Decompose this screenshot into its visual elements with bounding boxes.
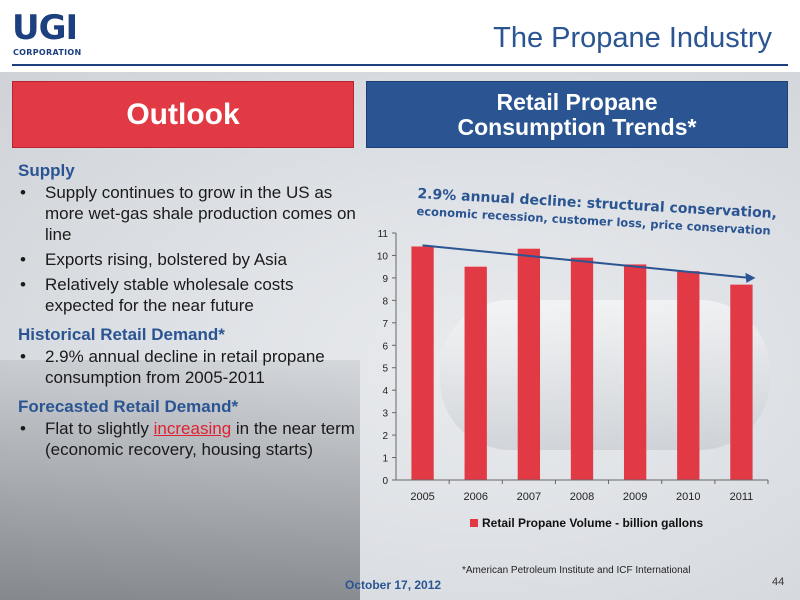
y-tick-label: 9 [382, 274, 388, 285]
y-tick-label: 10 [377, 251, 389, 262]
background-shadow [0, 360, 360, 600]
retail-trends-banner: Retail Propane Consumption Trends* [366, 81, 788, 148]
x-tick-label: 2008 [570, 491, 594, 503]
supply-bullet: Relatively stable wholesale costs expect… [18, 274, 358, 316]
increasing-link[interactable]: increasing [153, 419, 232, 438]
page-number: 44 [772, 576, 785, 588]
y-tick-label: 1 [382, 454, 388, 465]
slide-title: The Propane Industry [493, 22, 772, 54]
y-tick-label: 11 [378, 229, 389, 240]
chart-legend: Retail Propane Volume - billion gallons [470, 516, 703, 530]
y-tick-label: 7 [382, 319, 388, 330]
y-tick-label: 2 [382, 431, 388, 442]
historical-bullet: 2.9% annual decline in retail propane co… [18, 346, 358, 388]
forecast-heading: Forecasted Retail Demand* [18, 397, 239, 416]
y-tick-label: 4 [382, 386, 388, 397]
background-truck-tank [440, 300, 770, 450]
supply-bullet: Supply continues to grow in the US as mo… [18, 182, 358, 245]
y-tick-label: 3 [382, 409, 388, 420]
historical-heading: Historical Retail Demand* [18, 325, 225, 344]
logo-subtext: CORPORATION [13, 48, 82, 57]
x-tick-label: 2009 [623, 491, 647, 503]
source-footnote: *American Petroleum Institute and ICF In… [462, 565, 691, 576]
y-tick-label: 8 [382, 296, 388, 307]
x-axis: 2005 2006 2007 2008 2009 2010 2011 [396, 479, 769, 503]
x-tick-label: 2007 [517, 491, 541, 503]
bar-2007 [517, 248, 541, 480]
forecast-text-pre: Flat to slightly [45, 419, 154, 438]
forecast-text-post: in the near term (economic recovery, hou… [45, 419, 355, 459]
supply-heading: Supply [18, 161, 75, 180]
ugi-logo: UGI CORPORATION [12, 8, 92, 62]
bars [411, 246, 753, 480]
x-tick-label: 2005 [410, 491, 434, 503]
x-tick-label: 2006 [463, 491, 487, 503]
y-tick-label: 5 [382, 364, 388, 375]
forecast-bullet: Flat to slightly increasing in the near … [18, 418, 358, 460]
logo-text: UGI [12, 8, 78, 48]
outlook-banner: Outlook [12, 81, 354, 148]
y-tick-label: 6 [382, 341, 388, 352]
legend-label: Retail Propane Volume - billion gallons [482, 516, 704, 530]
x-tick-label: 2011 [730, 491, 754, 503]
supply-list: Supply continues to grow in the US as mo… [18, 182, 358, 316]
slide-date: October 17, 2012 [345, 578, 442, 592]
bar-2008 [570, 257, 594, 480]
legend-swatch [470, 519, 478, 527]
y-axis: 0 1 2 3 4 5 6 7 8 9 10 11 [377, 229, 397, 487]
retail-trends-heading: Retail Propane Consumption Trends* [457, 88, 697, 140]
x-tick-label: 2010 [676, 491, 700, 503]
historical-list: 2.9% annual decline in retail propane co… [18, 346, 358, 388]
bar-2010 [677, 271, 700, 480]
trend-arrowhead [745, 272, 756, 283]
y-tick-label: 0 [382, 476, 388, 487]
outlook-content: Supply Supply continues to grow in the U… [18, 160, 358, 464]
trend-line [422, 244, 756, 283]
bar-2011 [730, 284, 753, 480]
header-rule [12, 64, 788, 66]
bar-2005 [411, 246, 434, 480]
bar-2009 [623, 264, 647, 480]
bar-2006 [464, 266, 487, 480]
forecast-list: Flat to slightly increasing in the near … [18, 418, 358, 460]
slide-header: UGI CORPORATION The Propane Industry [0, 0, 800, 66]
trend-line-path [422, 244, 750, 279]
supply-bullet: Exports rising, bolstered by Asia [18, 249, 358, 270]
outlook-heading: Outlook [126, 97, 240, 131]
